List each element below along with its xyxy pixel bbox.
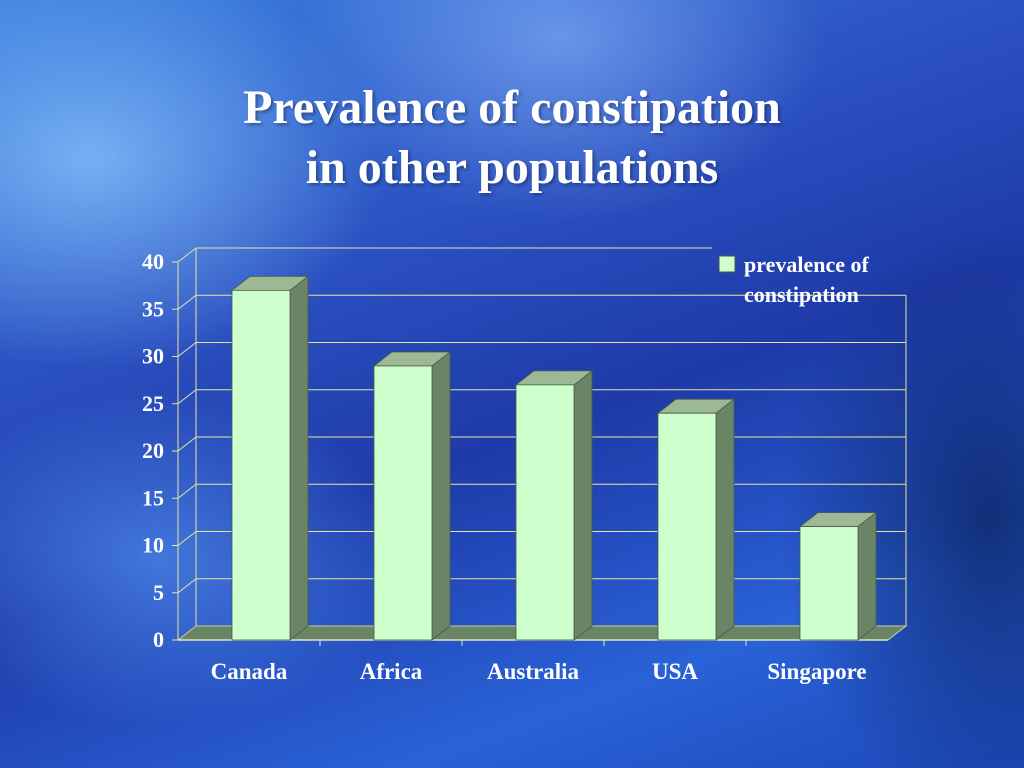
bar-side — [431, 351, 451, 641]
y-tick-label: 15 — [142, 485, 164, 510]
y-tick-label: 40 — [142, 249, 164, 274]
y-tick-label: 0 — [153, 627, 164, 652]
x-tick-label: Africa — [360, 659, 423, 684]
bar-front — [373, 365, 433, 641]
gridline-diagonal — [177, 247, 197, 263]
x-tick-label: Australia — [487, 659, 580, 684]
gridline-diagonal — [177, 342, 197, 357]
y-tick-label: 20 — [142, 438, 164, 463]
bar-front — [231, 289, 291, 641]
legend-swatch — [718, 255, 736, 273]
legend-label-line-2: constipation — [744, 282, 859, 307]
bar-side — [573, 370, 593, 641]
gridline-diagonal — [177, 294, 197, 310]
bar-front — [799, 526, 859, 641]
bar-singapore — [798, 511, 878, 641]
bar-side — [715, 398, 735, 641]
gridline-diagonal — [177, 531, 197, 546]
bar-front — [657, 412, 717, 641]
chart-bars — [230, 275, 878, 641]
title-line-1: Prevalence of constipation — [243, 81, 781, 134]
legend-label-line-1: prevalence of — [744, 252, 870, 277]
bar-front — [515, 384, 575, 641]
gridline-diagonal — [177, 389, 197, 405]
x-tick-label: Canada — [211, 659, 288, 684]
bar-side — [857, 511, 877, 641]
y-tick-label: 35 — [142, 296, 164, 321]
chart-legend: prevalence of constipation — [718, 252, 870, 307]
y-tick-label: 25 — [142, 391, 164, 416]
slide-title: Prevalence of constipation in other popu… — [0, 78, 1024, 198]
gridline-diagonal — [177, 436, 197, 452]
title-line-2: in other populations — [305, 141, 719, 194]
x-tick-label: USA — [652, 659, 698, 684]
y-tick-label: 30 — [142, 344, 164, 369]
gridline-diagonal — [177, 578, 197, 594]
bar-usa — [656, 398, 736, 641]
bar-canada — [230, 275, 310, 641]
y-tick-label: 10 — [142, 533, 164, 558]
gridline-diagonal — [177, 483, 197, 499]
bar-africa — [372, 351, 452, 641]
x-tick-label: Singapore — [767, 659, 866, 684]
y-tick-label: 5 — [153, 580, 164, 605]
chart-labels: 0 5 10 15 20 25 30 35 40 Canada Africa Australia USA… — [142, 249, 867, 684]
bar-side — [289, 275, 309, 641]
bar-australia — [514, 370, 594, 641]
